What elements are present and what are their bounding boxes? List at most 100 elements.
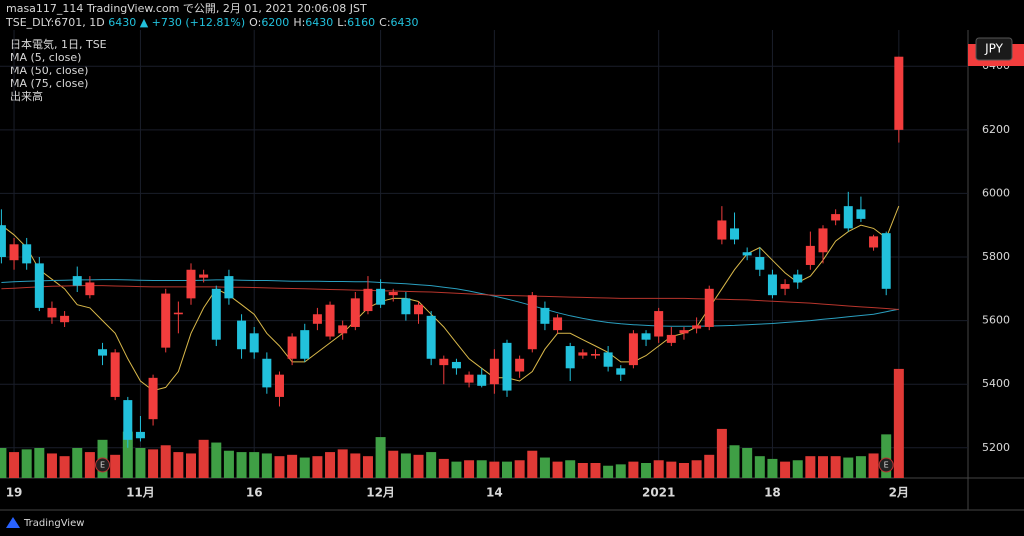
ohlc-value: 6200 xyxy=(261,16,289,29)
volume-bar xyxy=(742,448,753,478)
candle-body xyxy=(72,276,82,286)
candle-body xyxy=(186,269,196,299)
x-tick-label: 18 xyxy=(764,486,781,500)
candle-body xyxy=(628,333,638,366)
candle-body xyxy=(692,325,702,329)
candle-body xyxy=(123,400,133,440)
candle-body xyxy=(780,284,790,289)
candle-body xyxy=(730,228,740,240)
footer: TradingView xyxy=(6,517,84,529)
candle-body xyxy=(161,293,171,348)
volume-bar xyxy=(855,456,866,478)
volume-bar xyxy=(489,461,500,478)
volume-bar xyxy=(21,449,32,478)
volume-bar xyxy=(400,453,411,478)
volume-bar xyxy=(502,461,512,478)
volume-bar xyxy=(678,463,689,478)
candle-body xyxy=(262,358,272,388)
volume-bar xyxy=(375,437,386,478)
x-tick-label: 11月 xyxy=(126,486,155,500)
volume-bar xyxy=(325,452,336,478)
publisher: masa117_114 TradingView.com で公開, 2月 01, … xyxy=(6,2,367,15)
candle-body xyxy=(540,307,550,324)
candle-body xyxy=(881,233,891,289)
ma-line xyxy=(1,279,899,327)
candles xyxy=(0,56,904,448)
volume-bar xyxy=(767,458,778,478)
volume-bar xyxy=(211,442,222,478)
candle-body xyxy=(578,352,588,356)
ohlc: O:6200 H:6430 L:6160 C:6430 xyxy=(249,16,418,29)
candle-body xyxy=(590,353,600,356)
x-tick-label: 2月 xyxy=(889,486,909,500)
volume-bar xyxy=(173,452,184,478)
candle-body xyxy=(338,325,348,334)
volume-bar xyxy=(552,461,563,478)
volume-bar xyxy=(362,456,373,478)
volume-bar xyxy=(0,448,7,478)
volume-bar xyxy=(274,456,285,478)
volume-bar xyxy=(223,450,234,478)
candle-body xyxy=(287,336,297,359)
candle-body xyxy=(173,312,183,315)
candle-body xyxy=(135,431,145,439)
candle-body xyxy=(553,317,563,331)
event-marker xyxy=(878,457,894,473)
ohlc-key: C: xyxy=(379,16,390,29)
currency: JPY xyxy=(984,42,1004,56)
change: ▲ +730 (+12.81%) xyxy=(140,16,245,29)
candle-body xyxy=(565,346,575,369)
ohlc-value: 6430 xyxy=(305,16,333,29)
candle-body xyxy=(47,307,57,318)
volume-bar xyxy=(122,431,133,478)
symbol: TSE_DLY:6701, 1D xyxy=(5,16,105,29)
candle-body xyxy=(856,209,866,219)
volume-bar xyxy=(160,445,171,478)
candle-body xyxy=(515,358,525,372)
candle-body xyxy=(401,298,411,315)
volume-bar xyxy=(34,448,45,478)
candle-body xyxy=(869,236,879,248)
ohlc-value: 6160 xyxy=(347,16,375,29)
ma-line xyxy=(1,285,899,310)
volume-bar xyxy=(843,457,854,478)
last: 6430 xyxy=(108,16,136,29)
y-tick-label: 5600 xyxy=(982,314,1010,327)
volume-bar xyxy=(148,449,159,478)
candle-body xyxy=(742,252,752,256)
volume-bar xyxy=(805,456,816,478)
candle-body xyxy=(325,304,335,337)
volume-bar xyxy=(590,463,601,478)
volume-bar xyxy=(413,454,424,478)
volume-bar xyxy=(337,449,348,478)
y-tick-label: 5200 xyxy=(982,441,1010,454)
candle-body xyxy=(414,304,424,315)
volume-bar xyxy=(868,453,879,478)
candle-body xyxy=(237,320,247,350)
volume-bar xyxy=(565,460,576,478)
volume-bar xyxy=(514,460,525,478)
candle-body xyxy=(224,276,234,299)
candle-body xyxy=(363,288,373,312)
volume-bar xyxy=(716,428,727,478)
legend-entry: MA (5, close) xyxy=(10,51,81,64)
volume-bar xyxy=(451,461,462,478)
candle-body xyxy=(98,349,108,356)
volume-bar xyxy=(59,456,70,478)
candle-body xyxy=(85,282,95,296)
candle-body xyxy=(426,315,436,359)
volume-bar xyxy=(426,452,437,478)
candle-body xyxy=(376,288,386,305)
volume-bar xyxy=(46,453,57,478)
candle-body xyxy=(755,257,765,270)
x-tick-label: 14 xyxy=(486,486,503,500)
candle-body xyxy=(110,352,120,397)
candle-body xyxy=(211,288,221,340)
candle-body xyxy=(654,311,664,337)
volume-bar xyxy=(729,445,740,478)
volume-bar xyxy=(388,450,399,478)
candle-body xyxy=(616,368,626,375)
y-tick-label: 5400 xyxy=(982,377,1010,390)
candle-body xyxy=(312,314,322,324)
